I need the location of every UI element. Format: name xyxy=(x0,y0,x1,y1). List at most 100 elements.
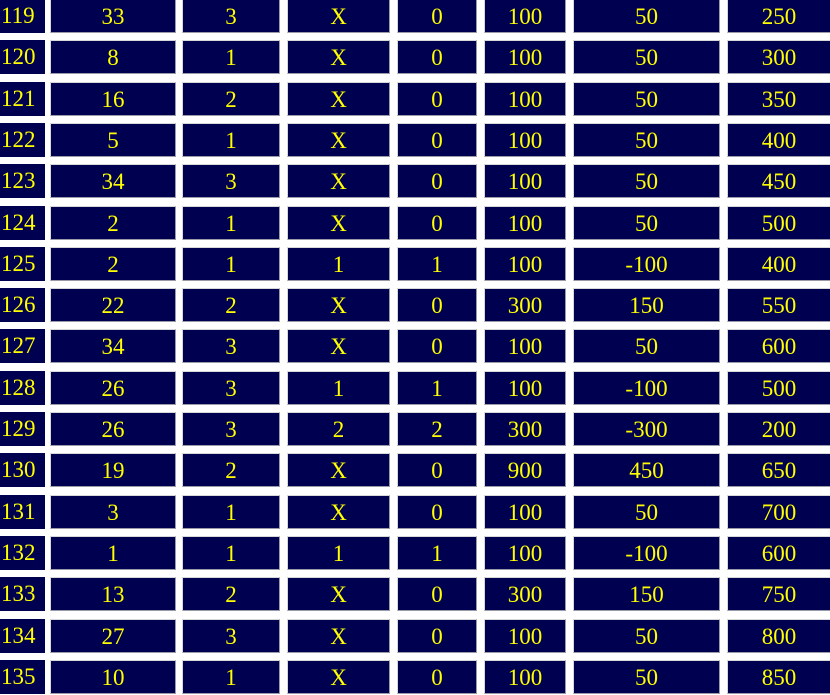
table-cell: 1 xyxy=(287,370,390,405)
table-cell: 100 xyxy=(484,618,566,653)
row-number: 133 xyxy=(0,577,45,612)
table-cell: 1 xyxy=(182,122,280,157)
table-cell: 0 xyxy=(397,494,477,529)
table-cell: 100 xyxy=(484,205,566,240)
table-row: 127 34 3 X 0 100 50 600 xyxy=(0,329,830,364)
table-cell: 50 xyxy=(573,40,720,75)
row-number: 129 xyxy=(0,412,45,446)
table-cell: 100 xyxy=(484,246,566,281)
table-cell: 19 xyxy=(50,453,176,488)
table-cell: 0 xyxy=(397,164,477,199)
table-cell: 300 xyxy=(484,577,566,612)
table-cell: 27 xyxy=(50,618,176,653)
table-cell: 100 xyxy=(484,164,566,199)
table-cell: 2 xyxy=(397,412,477,446)
table-row: 130 19 2 X 0 900 450 650 xyxy=(0,453,830,488)
table-cell: 250 xyxy=(727,0,830,33)
table-cell: 22 xyxy=(50,288,176,323)
row-number: 130 xyxy=(0,453,45,488)
table-cell: 150 xyxy=(573,288,720,323)
table-cell: X xyxy=(287,40,390,75)
table-row: 126 22 2 X 0 300 150 550 xyxy=(0,288,830,323)
table-cell: 1 xyxy=(397,246,477,281)
table-cell: 600 xyxy=(727,329,830,364)
table-cell: 3 xyxy=(182,0,280,33)
table-cell: 0 xyxy=(397,0,477,33)
table-cell: 2 xyxy=(182,288,280,323)
table-cell: 450 xyxy=(727,164,830,199)
table-cell: 0 xyxy=(397,122,477,157)
table-cell: 100 xyxy=(484,40,566,75)
table-cell: 50 xyxy=(573,81,720,116)
row-number: 128 xyxy=(0,370,45,405)
row-number: 131 xyxy=(0,494,45,529)
table-cell: 0 xyxy=(397,659,477,694)
table-cell: 1 xyxy=(397,370,477,405)
table-cell: 1 xyxy=(182,205,280,240)
table-cell: 1 xyxy=(182,40,280,75)
table-cell: 0 xyxy=(397,288,477,323)
table-cell: X xyxy=(287,453,390,488)
table-cell: 850 xyxy=(727,659,830,694)
table-cell: 400 xyxy=(727,122,830,157)
table-cell: 1 xyxy=(287,535,390,570)
table-cell: X xyxy=(287,577,390,612)
table-cell: 1 xyxy=(182,494,280,529)
table-cell: -100 xyxy=(573,370,720,405)
table-cell: 2 xyxy=(182,577,280,612)
table-cell: 550 xyxy=(727,288,830,323)
table-cell: X xyxy=(287,205,390,240)
row-number: 121 xyxy=(0,81,45,116)
table-cell: X xyxy=(287,494,390,529)
row-number: 125 xyxy=(0,246,45,281)
table-cell: 5 xyxy=(50,122,176,157)
table-cell: X xyxy=(287,164,390,199)
table-cell: 0 xyxy=(397,81,477,116)
table-cell: 0 xyxy=(397,618,477,653)
table-row: 125 2 1 1 1 100 -100 400 xyxy=(0,246,830,281)
table-cell: 400 xyxy=(727,246,830,281)
row-number: 120 xyxy=(0,40,45,75)
table-row: 121 16 2 X 0 100 50 350 xyxy=(0,81,830,116)
table-cell: -100 xyxy=(573,535,720,570)
row-number: 122 xyxy=(0,122,45,157)
table-cell: 34 xyxy=(50,164,176,199)
table-row: 122 5 1 X 0 100 50 400 xyxy=(0,122,830,157)
table-cell: X xyxy=(287,329,390,364)
table-cell: 50 xyxy=(573,659,720,694)
table-cell: 50 xyxy=(573,164,720,199)
table-cell: 3 xyxy=(182,329,280,364)
table-cell: 750 xyxy=(727,577,830,612)
table-row: 129 26 3 2 2 300 -300 200 xyxy=(0,412,830,446)
table-cell: 33 xyxy=(50,0,176,33)
table-cell: 26 xyxy=(50,412,176,446)
table-cell: 200 xyxy=(727,412,830,446)
table-cell: 700 xyxy=(727,494,830,529)
table-cell: 1 xyxy=(182,659,280,694)
table-cell: 13 xyxy=(50,577,176,612)
table-cell: 2 xyxy=(50,246,176,281)
table-cell: 3 xyxy=(182,412,280,446)
table-cell: 2 xyxy=(50,205,176,240)
table-cell: 900 xyxy=(484,453,566,488)
table-cell: 50 xyxy=(573,122,720,157)
table-cell: 500 xyxy=(727,205,830,240)
table-cell: 0 xyxy=(397,40,477,75)
table-cell: 300 xyxy=(727,40,830,75)
table-cell: 10 xyxy=(50,659,176,694)
table-row: 119 33 3 X 0 100 50 250 xyxy=(0,0,830,33)
table-cell: 2 xyxy=(182,453,280,488)
table-cell: 100 xyxy=(484,122,566,157)
table-cell: 100 xyxy=(484,494,566,529)
table-cell: 1 xyxy=(182,246,280,281)
table-cell: 3 xyxy=(182,164,280,199)
table-cell: 3 xyxy=(182,618,280,653)
table-row: 120 8 1 X 0 100 50 300 xyxy=(0,40,830,75)
table-cell: 0 xyxy=(397,453,477,488)
row-number: 119 xyxy=(0,0,45,33)
table-cell: 34 xyxy=(50,329,176,364)
table-cell: 1 xyxy=(397,535,477,570)
table-cell: 2 xyxy=(287,412,390,446)
table-cell: 26 xyxy=(50,370,176,405)
table-cell: 100 xyxy=(484,81,566,116)
